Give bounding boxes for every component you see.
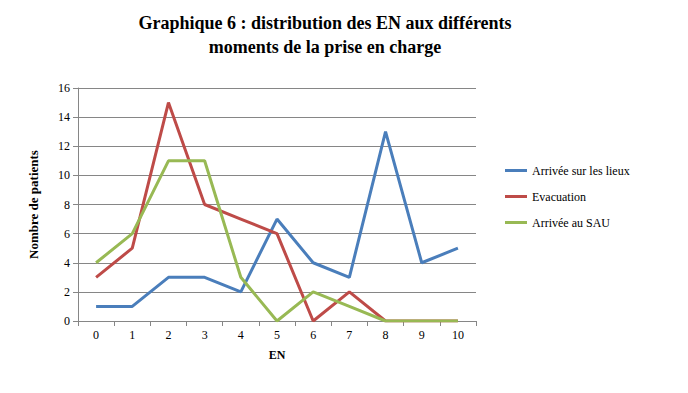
svg-text:2: 2	[64, 285, 70, 299]
svg-text:Nombre de patients: Nombre de patients	[26, 150, 41, 259]
svg-text:1: 1	[129, 328, 135, 342]
svg-text:EN: EN	[269, 348, 286, 362]
svg-text:Arrivée au SAU: Arrivée au SAU	[532, 216, 610, 230]
svg-text:moments de la prise en charge: moments de la prise en charge	[209, 37, 441, 57]
svg-text:5: 5	[274, 328, 280, 342]
svg-text:6: 6	[64, 227, 70, 241]
svg-text:12: 12	[58, 139, 70, 153]
svg-text:Graphique 6 : distribution des: Graphique 6 : distribution des EN aux di…	[138, 13, 511, 33]
svg-text:10: 10	[452, 328, 464, 342]
svg-text:8: 8	[383, 328, 389, 342]
svg-text:7: 7	[346, 328, 352, 342]
svg-text:0: 0	[93, 328, 99, 342]
svg-text:16: 16	[58, 81, 70, 95]
svg-text:Evacuation: Evacuation	[532, 190, 586, 204]
svg-text:4: 4	[64, 256, 70, 270]
svg-text:9: 9	[419, 328, 425, 342]
svg-text:Arrivée sur les lieux: Arrivée sur les lieux	[532, 164, 630, 178]
svg-text:0: 0	[64, 314, 70, 328]
svg-text:14: 14	[58, 110, 70, 124]
svg-text:6: 6	[310, 328, 316, 342]
svg-text:4: 4	[238, 328, 244, 342]
svg-text:8: 8	[64, 198, 70, 212]
svg-text:2: 2	[165, 328, 171, 342]
svg-text:10: 10	[58, 168, 70, 182]
svg-text:3: 3	[202, 328, 208, 342]
